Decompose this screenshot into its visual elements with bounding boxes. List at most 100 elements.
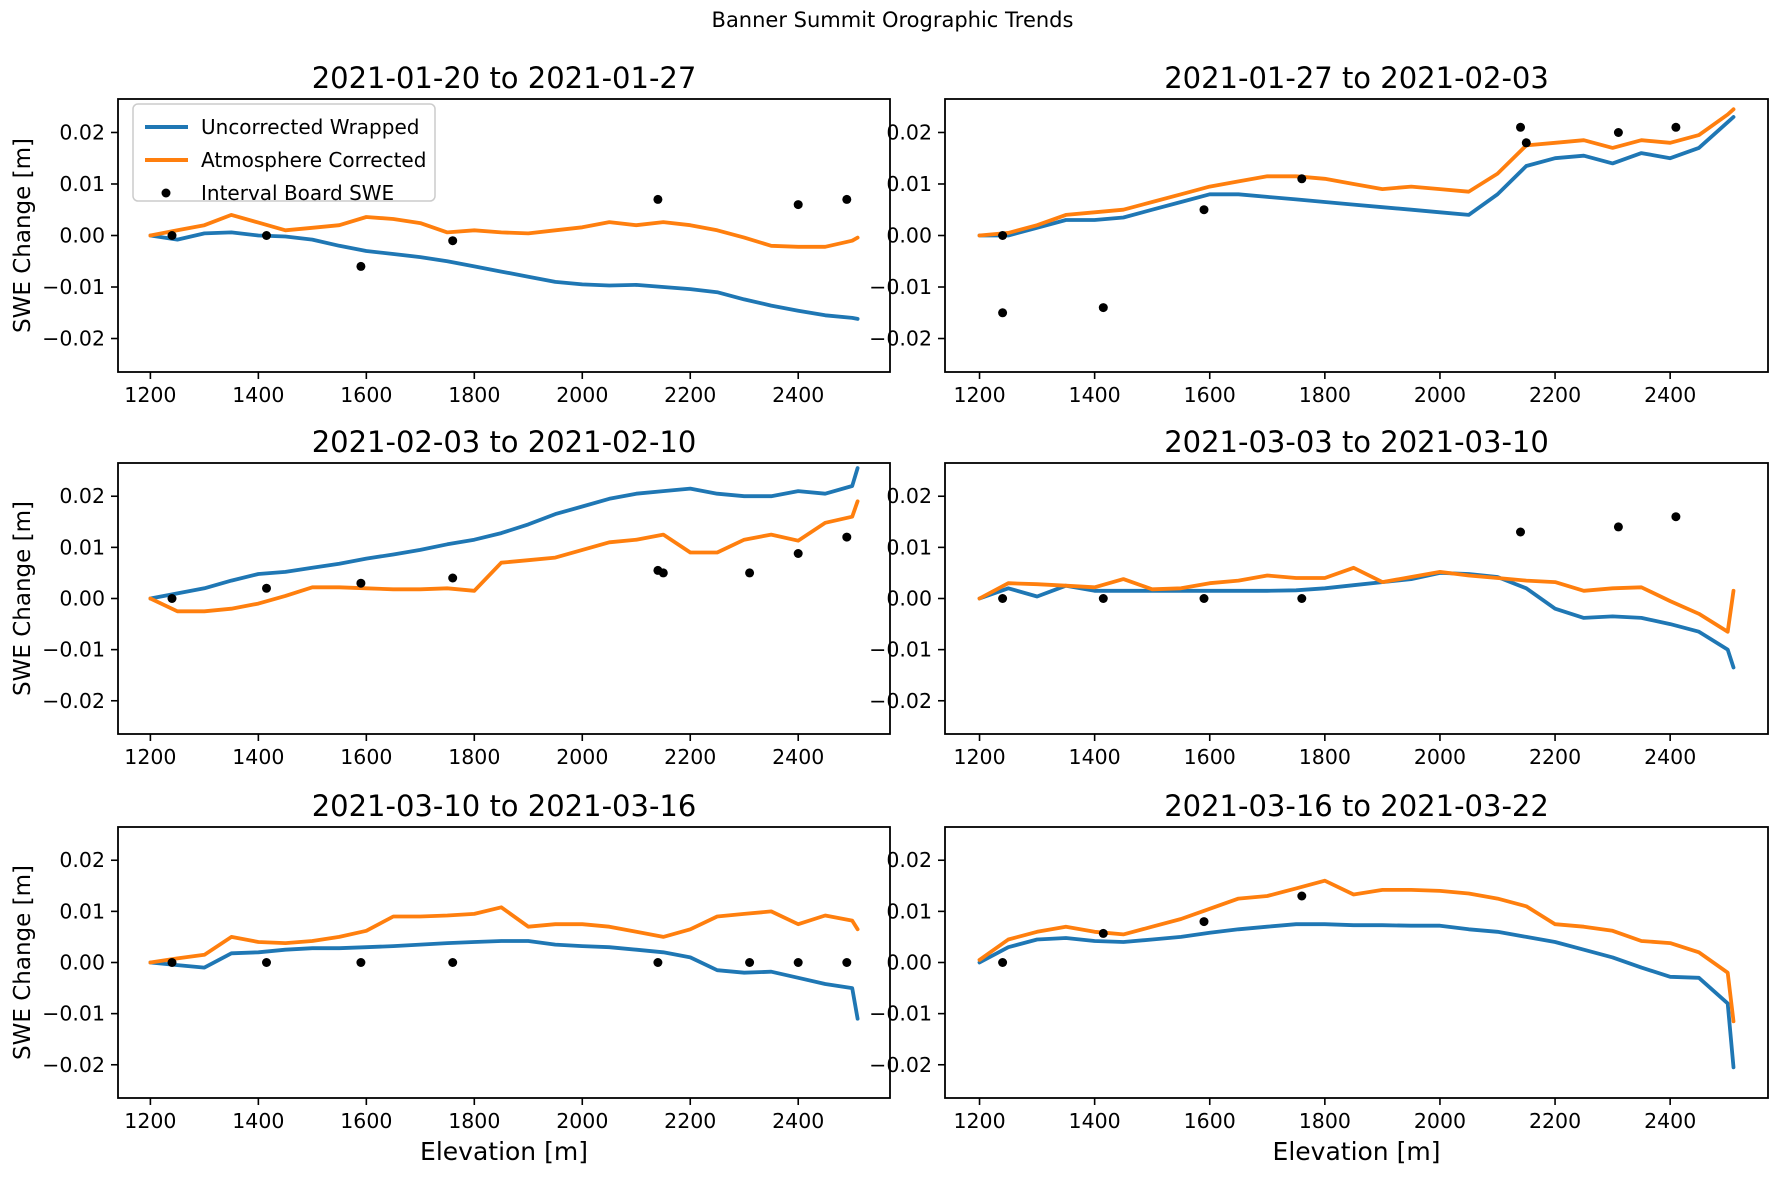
interval-board-swe-dot — [653, 194, 663, 204]
x-tick-label: 2400 — [772, 745, 824, 769]
y-tick-label: 0.00 — [59, 951, 105, 975]
subplot-title: 2021-01-27 to 2021-02-03 — [1164, 61, 1549, 95]
x-tick-label: 1800 — [448, 1109, 500, 1133]
series-line-uncorrected-wrapped — [148, 939, 860, 1021]
interval-board-swe-dot — [1297, 174, 1307, 184]
interval-board-swe-dot — [793, 200, 803, 210]
figure-title: Banner Summit Orographic Trends — [711, 8, 1074, 32]
x-tick-label: 2000 — [556, 745, 608, 769]
y-tick-label: 0.01 — [886, 172, 932, 196]
y-tick-label: −0.01 — [869, 275, 932, 299]
x-tick-label: 1400 — [232, 1109, 284, 1133]
x-tick-label: 1600 — [1184, 745, 1236, 769]
y-tick-label: 0.00 — [886, 587, 932, 611]
x-tick-label: 2400 — [772, 1109, 824, 1133]
x-tick-label: 2200 — [664, 745, 716, 769]
interval-board-swe-dot — [998, 958, 1008, 967]
x-tick-label: 1400 — [1069, 383, 1121, 407]
series-line-uncorrected-wrapped — [148, 466, 860, 601]
x-axis-label: Elevation [m] — [1273, 1137, 1441, 1166]
x-tick-label: 2000 — [1414, 383, 1466, 407]
x-tick-label: 2200 — [1529, 745, 1581, 769]
x-tick-label: 1600 — [1184, 383, 1236, 407]
series-line-atmosphere-corrected — [148, 905, 860, 965]
subplot-title: 2021-01-20 to 2021-01-27 — [312, 61, 697, 95]
y-tick-label: 0.00 — [886, 951, 932, 975]
y-axis-label: SWE Change [m] — [10, 865, 36, 1060]
series-line-atmosphere-corrected — [977, 565, 1736, 634]
series-line-atmosphere-corrected — [148, 212, 860, 249]
legend-label: Interval Board SWE — [201, 181, 394, 205]
x-tick-label: 2200 — [664, 1109, 716, 1133]
x-tick-label: 1200 — [124, 1109, 176, 1133]
y-tick-label: 0.01 — [59, 535, 105, 559]
interval-board-swe-dot — [1516, 122, 1525, 132]
interval-board-swe-dot — [356, 958, 366, 967]
y-tick-label: −0.02 — [42, 689, 105, 713]
subplot-4: 1200 1400 1600 1800 2000 2200 2400 0.02 0.01 0.00… — [42, 789, 891, 1133]
x-tick-label: 2000 — [1414, 745, 1466, 769]
series-line-atmosphere-corrected — [977, 107, 1736, 238]
axes-box — [117, 826, 891, 1099]
x-tick-label: 1600 — [340, 745, 392, 769]
x-tick-label: 1800 — [1299, 383, 1351, 407]
interval-board-swe-dot — [1613, 522, 1623, 532]
interval-board-swe-dot — [356, 578, 366, 588]
interval-board-swe-dot — [167, 958, 177, 967]
y-tick-label: 0.00 — [886, 224, 932, 248]
y-tick-label: −0.01 — [869, 1002, 932, 1026]
interval-board-swe-dot — [1671, 122, 1681, 132]
x-tick-label: 1800 — [1299, 745, 1351, 769]
interval-board-swe-dot — [793, 958, 803, 967]
interval-board-swe-dot — [1098, 928, 1108, 938]
interval-board-swe-dot — [262, 583, 271, 593]
x-tick-label: 1400 — [232, 745, 284, 769]
interval-board-swe-dot — [1199, 205, 1209, 215]
subplot-title: 2021-02-03 to 2021-02-10 — [312, 425, 697, 459]
x-tick-label: 2000 — [556, 1109, 608, 1133]
subplot-title: 2021-03-10 to 2021-03-16 — [312, 789, 697, 823]
y-tick-label: 0.01 — [886, 899, 932, 923]
series-line-atmosphere-corrected — [148, 499, 860, 614]
x-tick-label: 2400 — [772, 383, 824, 407]
y-tick-label: −0.02 — [869, 327, 932, 351]
y-tick-label: 0.02 — [59, 484, 105, 508]
y-tick-label: −0.01 — [42, 1002, 105, 1026]
interval-board-swe-dot — [1521, 138, 1531, 148]
interval-board-swe-dot — [1199, 917, 1209, 927]
y-tick-label: −0.01 — [42, 275, 105, 299]
y-tick-label: 0.01 — [886, 535, 932, 559]
interval-board-swe-dot — [998, 231, 1008, 240]
interval-board-swe-dot — [1613, 128, 1623, 137]
x-axis-label: Elevation [m] — [420, 1137, 588, 1166]
interval-board-swe-dot — [998, 308, 1008, 318]
interval-board-swe-dot — [842, 958, 852, 967]
interval-board-swe-dot — [167, 231, 177, 240]
y-tick-label: 0.00 — [59, 587, 105, 611]
y-tick-label: 0.02 — [59, 848, 105, 872]
subplot-2: 1200 1400 1600 1800 2000 2200 2400 0.02 0.01 0.00… — [42, 425, 891, 769]
y-tick-label: −0.01 — [42, 638, 105, 662]
x-tick-label: 2000 — [1414, 1109, 1466, 1133]
y-tick-label: −0.01 — [869, 638, 932, 662]
x-tick-label: 2400 — [1644, 1109, 1696, 1133]
interval-board-swe-dot — [262, 958, 271, 967]
subplot-title: 2021-03-03 to 2021-03-10 — [1164, 425, 1549, 459]
interval-board-swe-dot — [262, 231, 271, 240]
legend: Uncorrected Wrapped Atmosphere Corrected I… — [132, 103, 436, 205]
interval-board-swe-dot — [448, 573, 458, 583]
y-tick-label: −0.02 — [869, 1053, 932, 1077]
interval-board-swe-dot — [356, 261, 366, 271]
legend-label: Uncorrected Wrapped — [201, 115, 419, 139]
interval-board-swe-dot — [1671, 512, 1681, 522]
interval-board-swe-dot — [653, 958, 663, 967]
legend-box — [132, 103, 436, 202]
x-tick-label: 1800 — [1299, 1109, 1351, 1133]
x-tick-label: 1400 — [1069, 1109, 1121, 1133]
x-tick-label: 2000 — [556, 383, 608, 407]
y-axis-label: SWE Change [m] — [10, 501, 36, 696]
interval-board-swe-dot — [1516, 527, 1525, 537]
y-tick-label: −0.02 — [869, 689, 932, 713]
interval-board-swe-dot — [793, 549, 803, 558]
